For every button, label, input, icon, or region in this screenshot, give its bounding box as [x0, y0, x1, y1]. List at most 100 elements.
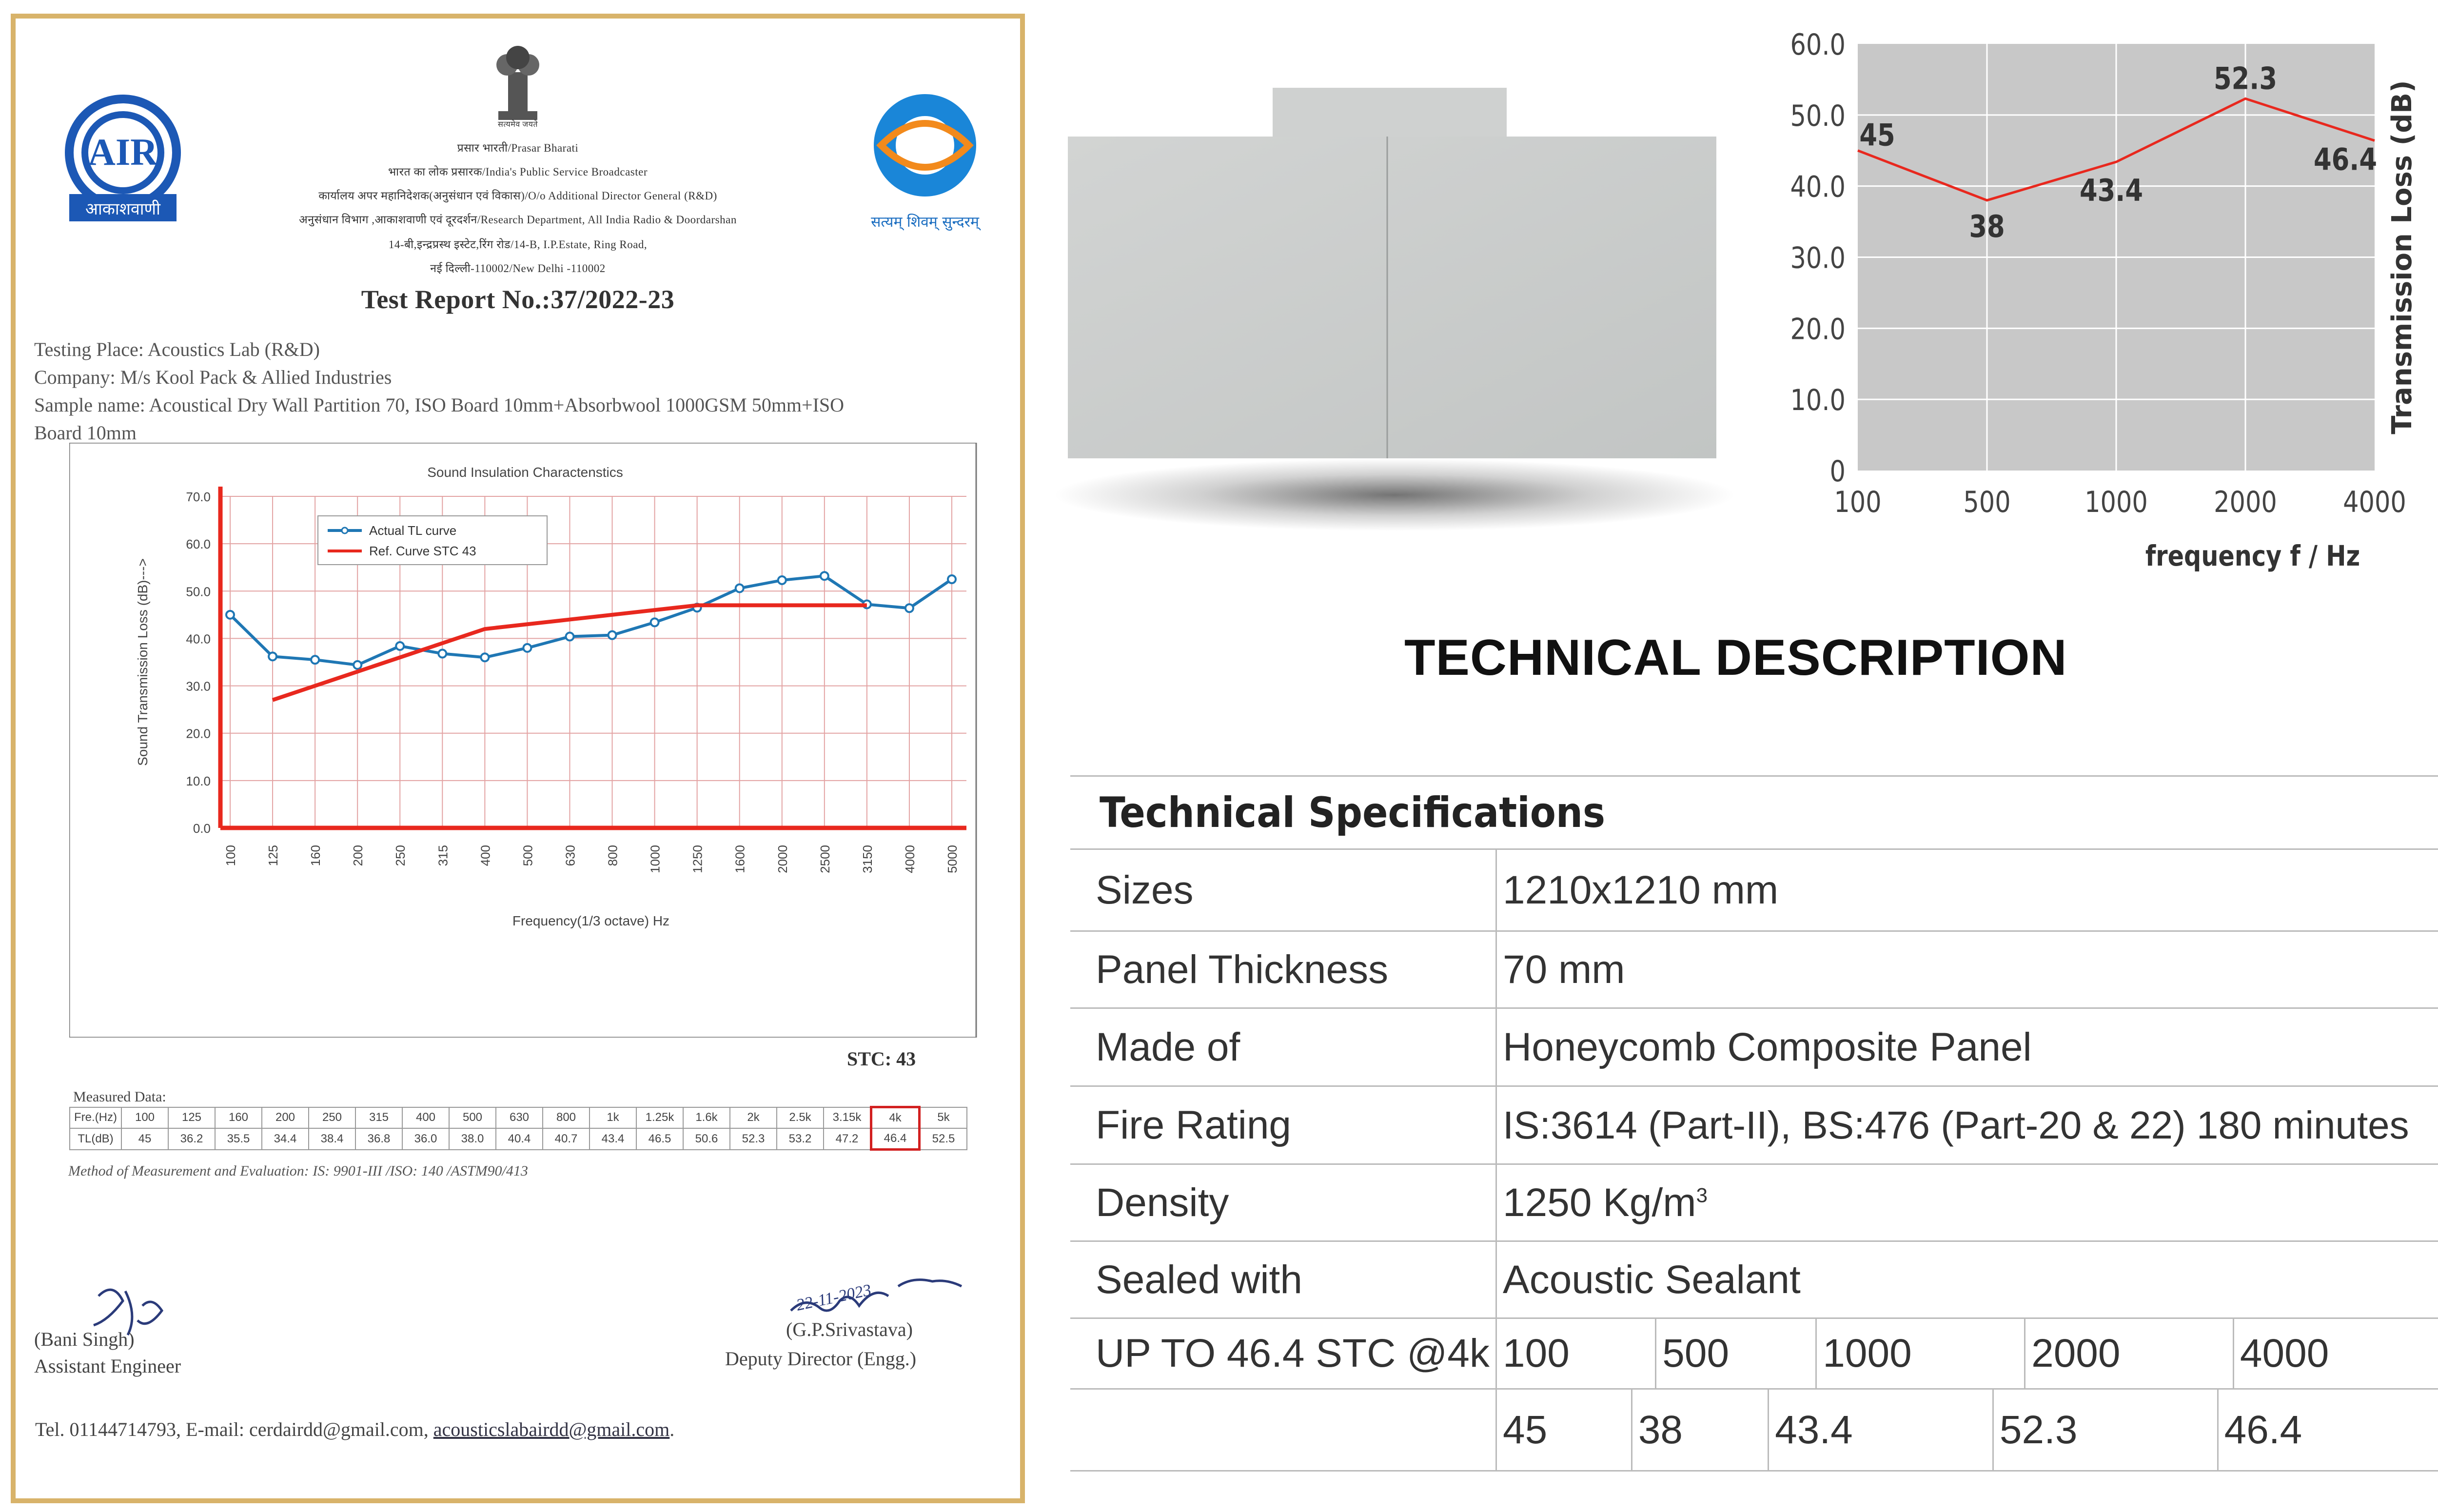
series-line: [229, 574, 953, 667]
y-tick-label: 10.0: [186, 774, 211, 788]
stc-label: UP TO 46.4 STC @4k: [1070, 1317, 1497, 1390]
stc-rating: STC: 43: [847, 1048, 916, 1070]
density-superscript: 3: [1696, 1183, 1708, 1207]
stc-freq-cells: 100 500 1000 2000 4000: [1496, 1317, 2438, 1390]
frequency-cell: 4k: [870, 1106, 921, 1129]
technical-specifications-table: Technical Specifications Sizes 1210x1210…: [1070, 775, 2438, 1472]
signer-left-title: Assistant Engineer: [34, 1355, 181, 1377]
transmission-loss-chart: 0 10.0 20.0 30.0 40.0 50.0 60.0 100 500 1000 2000 4…: [1790, 28, 2418, 572]
tl-row: TL(dB) 45 36.2 35.5 34.4 38.4 36.8 36.0 38.0 40.…: [69, 1128, 967, 1151]
stc-freq: 4000: [2240, 1331, 2329, 1375]
tl-cell: 47.2: [823, 1128, 872, 1150]
spec-row: Panel Thickness 70 mm: [1070, 930, 2438, 1009]
y-tick-label: 60.0: [1790, 28, 1846, 62]
report-title: Test Report No.:37/2022-23: [361, 285, 675, 314]
tl-cell: 40.4: [495, 1128, 543, 1150]
measured-data-label: Measured Data:: [73, 1089, 166, 1105]
contact-line: Tel. 01144714793, E-mail: cerdairdd@gmai…: [35, 1418, 674, 1441]
x-axis-label: Frequency(1/3 octave) Hz: [512, 913, 669, 928]
x-tick-label: 1600: [733, 845, 747, 873]
y-tick-label: 20.0: [1790, 312, 1846, 346]
data-point: [947, 574, 957, 584]
y-axis-label: Sound Transmission Loss (dB)--->: [135, 558, 150, 766]
x-tick-label: 200: [351, 845, 365, 866]
spec-row: Fire Rating IS:3614 (Part-II), BS:476 (P…: [1070, 1085, 2438, 1165]
signature-left-icon: [93, 1288, 164, 1336]
tl-cell: 53.2: [776, 1128, 824, 1150]
testing-place: Testing Place: Acoustics Lab (R&D): [34, 338, 320, 360]
frequency-cell: 200: [261, 1106, 309, 1129]
data-point: [565, 631, 575, 642]
x-tick-label: 100: [223, 845, 238, 866]
density-value: 1250 Kg/m: [1503, 1180, 1696, 1225]
data-point: [904, 603, 914, 613]
org-line-4: अनुसंधान विभाग ,आकाशवाणी एवं दूरदर्शन/Re…: [299, 214, 737, 226]
frequency-cell: 5k: [919, 1106, 967, 1129]
tl-cell: 36.8: [355, 1128, 403, 1150]
x-tick-label: 4000: [2343, 485, 2406, 519]
spec-value: IS:3614 (Part-II), BS:476 (Part-20 & 22)…: [1496, 1085, 2438, 1165]
spec-label: Fire Rating: [1070, 1085, 1497, 1165]
org-line-5: 14-बी,इन्द्रप्रस्थ इस्टेट,रिंग रोड/14-B,…: [388, 238, 648, 251]
frequency-cell: 3.15k: [823, 1106, 872, 1129]
spec-label: Sealed with: [1070, 1240, 1497, 1319]
x-tick-label: 2000: [775, 845, 790, 873]
org-line-6: नई दिल्ली-110002/New Delhi -110002: [430, 262, 606, 275]
row-label: Fre.(Hz): [69, 1106, 122, 1129]
data-label: 43.4: [2080, 173, 2143, 208]
spec-row: Sealed with Acoustic Sealant: [1070, 1240, 2438, 1319]
frequency-cell: 250: [308, 1106, 356, 1129]
doordarshan-motto: सत्यम् शिवम् सुन्दरम्: [871, 214, 979, 231]
spec-value: 1210x1210 mm: [1496, 848, 2438, 932]
x-axis-label: frequency f / Hz: [2145, 539, 2360, 572]
spec-value: Acoustic Sealant: [1496, 1240, 2438, 1319]
data-point: [268, 651, 278, 662]
spec-header-row: Technical Specifications: [1070, 775, 2438, 850]
x-tick-label: 1000: [2084, 485, 2148, 519]
legend-label: Actual TL curve: [369, 523, 456, 538]
spec-label: Density: [1070, 1163, 1497, 1242]
frequency-cell: 800: [542, 1106, 590, 1129]
spec-row: Sizes 1210x1210 mm: [1070, 848, 2438, 932]
data-point: [437, 648, 448, 659]
y-tick-label: 40.0: [1790, 170, 1846, 204]
frequency-cell: 500: [449, 1106, 496, 1129]
spec-value: 70 mm: [1496, 930, 2438, 1009]
data-point: [649, 617, 660, 628]
x-tick-label: 315: [435, 845, 450, 866]
x-tick-label: 4000: [903, 845, 917, 873]
data-point: [480, 652, 490, 663]
contact-suffix: .: [669, 1418, 675, 1440]
stc-value: 46.4: [2224, 1407, 2302, 1452]
y-tick-label: 30.0: [186, 679, 211, 694]
tl-cell: 34.4: [261, 1128, 309, 1150]
frequency-cell: 400: [402, 1106, 450, 1129]
contact-text: Tel. 01144714793, E-mail: cerdairdd@gmai…: [35, 1418, 433, 1440]
tl-cell: 46.4: [870, 1128, 921, 1151]
x-tick-label: 2000: [2214, 485, 2277, 519]
stc-freq-row: UP TO 46.4 STC @4k 100 500 1000 2000 400…: [1070, 1317, 2438, 1390]
y-tick-label: 10.0: [1790, 383, 1846, 417]
frequency-cell: 1.6k: [683, 1106, 730, 1129]
stc-freq: 100: [1497, 1319, 1657, 1388]
sample-name-cont: Board 10mm: [34, 422, 137, 444]
data-label: 52.3: [2214, 61, 2277, 96]
signer-right-title: Deputy Director (Engg.): [725, 1348, 917, 1370]
data-point: [310, 655, 320, 665]
y-tick-label: 50.0: [186, 584, 211, 599]
stc-freq: 500: [1655, 1319, 1817, 1388]
x-tick-label: 1000: [648, 845, 663, 873]
tl-cell: 43.4: [589, 1128, 637, 1150]
tl-cell: 46.5: [636, 1128, 684, 1150]
tl-cell: 36.2: [168, 1128, 216, 1150]
tl-cell: 36.0: [402, 1128, 450, 1150]
contact-email-link[interactable]: acousticslabairdd@gmail.com: [433, 1418, 670, 1440]
stc-value-row: 45 38 43.4 52.3 46.4: [1070, 1388, 2438, 1472]
data-point: [353, 660, 363, 670]
x-tick-label: 500: [520, 845, 535, 866]
y-tick-label: 50.0: [1790, 99, 1846, 133]
tl-cell: 38.4: [308, 1128, 356, 1150]
signature-right-icon: [790, 1278, 963, 1312]
technical-description-title: TECHNICAL DESCRIPTION: [1404, 629, 2067, 686]
sound-insulation-chart: Sound Insulation Charactenstics 0.0 10.0 20…: [69, 443, 977, 1038]
